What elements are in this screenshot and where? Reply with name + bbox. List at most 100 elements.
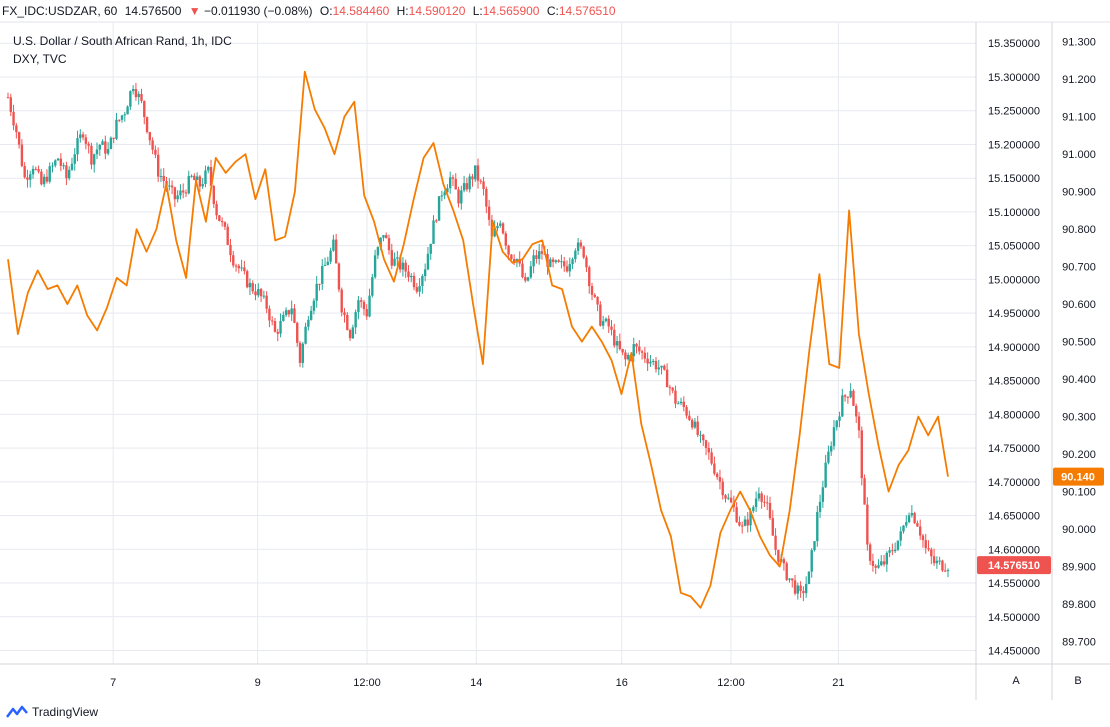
candle-body [151,140,154,150]
usdzar-tick-label: 15.300000 [988,72,1040,84]
tradingview-logo-text: TradingView [32,705,99,719]
candle-body [682,401,685,408]
axis-auto-button-b[interactable]: B [1074,675,1081,687]
candle-body [752,507,755,512]
candle-body [804,584,808,594]
candle-body [382,235,385,238]
dxy-tick-label: 90.600 [1062,299,1096,311]
candle-body [877,565,880,568]
candle-body [571,259,574,265]
symbol-label[interactable]: FX_IDC:USDZAR, 60 [2,4,118,18]
axis-auto-button-a[interactable]: A [1012,675,1020,687]
candle-body [251,283,254,292]
candle-body [944,570,947,572]
candle-body [284,310,288,315]
candle-body [223,222,227,227]
candle-body [663,365,666,370]
candle-body [501,223,505,234]
candle-body [312,300,316,311]
usdzar-tick-label: 14.850000 [988,376,1040,388]
candle-body [298,342,302,363]
usdzar-candles [6,82,950,602]
candle-body [674,390,677,404]
dxy-line [7,70,949,609]
usdzar-tick-label: 14.750000 [988,443,1040,455]
candle-body [76,138,79,155]
candle-body [863,478,866,505]
candle-body [156,154,160,177]
candle-body [838,416,841,421]
candle-body [846,396,850,398]
candle-body [401,262,405,270]
candle-body [307,319,310,327]
time-axis[interactable]: 7 9 12:00 14 16 12:00 21 [110,677,844,689]
time-tick-label: 7 [110,677,116,689]
usdzar-last-price-badge [977,556,1051,575]
candle-body [365,309,368,317]
candle-body [201,184,204,187]
candle-body [159,175,163,177]
candle-body [379,237,382,248]
main-series-legend[interactable]: U.S. Dollar / South African Rand, 1h, ID… [13,34,232,48]
candle-body [268,308,271,321]
candle-body [229,244,232,256]
candle-body [279,320,282,334]
low-value: 14.565900 [482,4,540,18]
candle-body [613,329,616,346]
candle-body [6,97,10,99]
dxy-tick-label: 90.400 [1062,374,1096,386]
candle-body [643,352,647,359]
candle-body [129,91,132,107]
dxy-tick-label: 90.500 [1062,337,1096,349]
usdzar-tick-label: 14.550000 [988,578,1040,590]
candle-body [715,473,719,478]
candle-body [518,259,521,264]
high-label: H: [396,4,409,18]
candle-body [524,277,527,281]
candle-body [346,314,349,330]
usdzar-tick-label: 15.150000 [988,173,1040,185]
candle-body [487,206,491,220]
candle-body [215,204,218,216]
candle-body [829,446,833,452]
dxy-tick-label: 90.200 [1062,449,1096,461]
usdzar-price-axis[interactable]: 15.350000 15.300000 15.250000 15.200000 15.1… [988,38,1040,657]
candle-body [154,149,157,155]
candle-body [440,195,444,197]
compare-series-legend[interactable]: DXY, TVC [13,52,67,66]
candle-body [849,390,852,398]
candle-body [237,265,241,269]
candle-body [457,189,460,204]
candle-body [810,550,813,572]
candle-body [485,188,488,207]
candle-body [763,501,766,503]
candle-body [832,427,836,447]
close-label: C: [546,4,559,18]
tradingview-logo[interactable]: TradingView [6,705,98,719]
candle-body [190,175,193,177]
candle-body [743,519,747,526]
candle-body [40,171,43,185]
candle-body [785,563,788,580]
candle-body [471,176,474,180]
candle-body [707,447,711,453]
candle-body [660,365,663,368]
candle-body [568,264,571,272]
price-chart[interactable]: 15.350000 15.300000 15.250000 15.200000 15.1… [0,0,1110,700]
candle-body [788,578,791,580]
candle-body [443,192,446,196]
open-label: O: [319,4,333,18]
candle-body [921,535,925,541]
dxy-price-axis[interactable]: 91.300 91.200 91.100 91.000 90.900 90.800 90.7… [1062,37,1096,649]
candle-body [451,177,455,179]
candle-body [301,343,304,363]
candle-body [476,165,480,181]
candle-body [888,550,891,553]
candle-body [799,585,802,592]
candle-body [638,346,641,352]
candle-body [454,178,457,190]
candle-body [932,556,936,564]
candle-body [398,257,402,270]
candle-body [245,271,249,288]
candle-body [118,119,121,121]
